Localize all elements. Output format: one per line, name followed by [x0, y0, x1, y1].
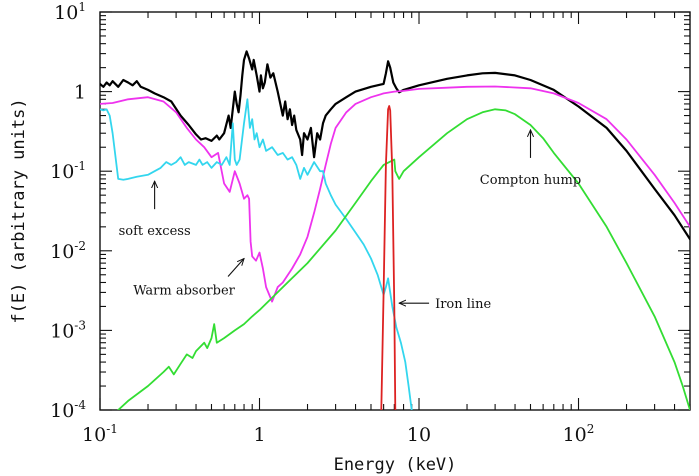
- y-tick-label: 10-2: [50, 239, 86, 263]
- series-line-4: [380, 105, 397, 410]
- annotation-label: Warm absorber: [133, 284, 235, 299]
- series-line-0: [100, 50, 690, 241]
- x-tick-label: 10: [407, 424, 431, 446]
- annotation-label: Compton hump: [480, 173, 581, 188]
- y-tick-label: 10-3: [50, 318, 86, 342]
- series-line-3: [117, 108, 690, 410]
- annotations: soft excess Warm absorber Iron line Compton…: [119, 130, 581, 312]
- tick-marks: [99, 11, 691, 411]
- y-tick-label: 10-4: [50, 398, 86, 422]
- x-tick-labels: 10-1 1 10 102: [82, 422, 594, 446]
- y-axis-label: f(E) (arbitrary units): [9, 98, 29, 323]
- annotation-label: Iron line: [435, 297, 491, 312]
- y-tick-label: 101: [54, 0, 86, 24]
- y-tick-labels: 10-4 10-3 10-2 10-1 1 101: [50, 0, 86, 422]
- x-tick-label: 1: [253, 424, 265, 446]
- y-tick-label: 10-1: [50, 159, 86, 183]
- annotation-label: soft excess: [119, 224, 191, 239]
- annotation-arrow: [227, 259, 244, 277]
- series-line-1: [100, 85, 690, 303]
- series-layer: [100, 50, 690, 410]
- x-axis-label: Energy (keV): [334, 455, 457, 475]
- y-tick-label: 1: [74, 82, 86, 104]
- x-tick-label: 10-1: [82, 422, 118, 446]
- series-line-2: [100, 98, 413, 410]
- x-tick-label: 102: [563, 422, 595, 446]
